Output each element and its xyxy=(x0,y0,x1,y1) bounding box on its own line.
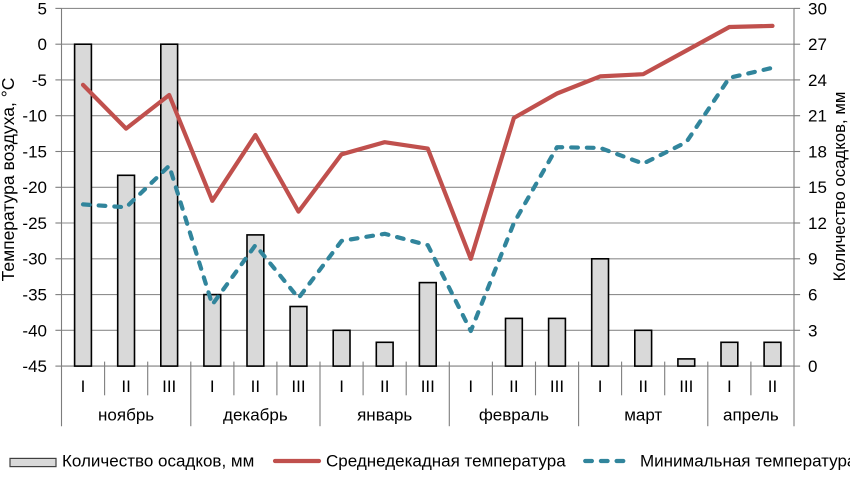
svg-text:II: II xyxy=(509,377,518,396)
svg-text:февраль: февраль xyxy=(479,405,549,424)
svg-text:I: I xyxy=(727,377,732,396)
svg-text:0: 0 xyxy=(808,357,817,376)
svg-text:12: 12 xyxy=(808,214,827,233)
svg-text:II: II xyxy=(638,377,647,396)
svg-text:-10: -10 xyxy=(22,107,47,126)
svg-text:15: 15 xyxy=(808,178,827,197)
svg-text:-40: -40 xyxy=(22,321,47,340)
svg-text:III: III xyxy=(679,377,693,396)
svg-text:6: 6 xyxy=(808,286,817,305)
svg-text:III: III xyxy=(291,377,305,396)
svg-text:II: II xyxy=(251,377,260,396)
svg-text:II: II xyxy=(121,377,130,396)
svg-text:I: I xyxy=(81,377,86,396)
svg-text:0: 0 xyxy=(38,35,47,54)
svg-text:I: I xyxy=(468,377,473,396)
svg-text:I: I xyxy=(598,377,603,396)
svg-text:27: 27 xyxy=(808,35,827,54)
svg-text:Количество осадков, мм: Количество осадков, мм xyxy=(62,452,254,471)
svg-text:-5: -5 xyxy=(32,71,47,90)
svg-text:21: 21 xyxy=(808,107,827,126)
svg-text:март: март xyxy=(624,405,662,424)
svg-text:II: II xyxy=(380,377,389,396)
svg-text:Минимальная температура: Минимальная температура xyxy=(640,452,850,471)
svg-text:III: III xyxy=(550,377,564,396)
svg-text:II: II xyxy=(768,377,777,396)
svg-text:3: 3 xyxy=(808,321,817,340)
svg-text:Количество осадков, мм: Количество осадков, мм xyxy=(830,92,849,282)
svg-text:9: 9 xyxy=(808,250,817,269)
svg-text:I: I xyxy=(339,377,344,396)
svg-text:-30: -30 xyxy=(22,250,47,269)
svg-text:-45: -45 xyxy=(22,357,47,376)
svg-text:III: III xyxy=(162,377,176,396)
svg-text:Температура воздуха, °С: Температура воздуха, °С xyxy=(0,78,18,282)
svg-text:18: 18 xyxy=(808,142,827,161)
svg-text:-20: -20 xyxy=(22,178,47,197)
svg-text:-25: -25 xyxy=(22,214,47,233)
svg-text:5: 5 xyxy=(38,0,47,18)
svg-text:-15: -15 xyxy=(22,142,47,161)
svg-text:-35: -35 xyxy=(22,286,47,305)
svg-text:III: III xyxy=(421,377,435,396)
svg-text:24: 24 xyxy=(808,71,827,90)
svg-text:апрель: апрель xyxy=(723,405,779,424)
svg-text:Среднедекадная температура: Среднедекадная температура xyxy=(326,452,566,471)
svg-text:I: I xyxy=(210,377,215,396)
svg-text:январь: январь xyxy=(357,405,412,424)
svg-text:ноябрь: ноябрь xyxy=(98,405,154,424)
svg-text:30: 30 xyxy=(808,0,827,18)
svg-text:декабрь: декабрь xyxy=(223,405,288,424)
